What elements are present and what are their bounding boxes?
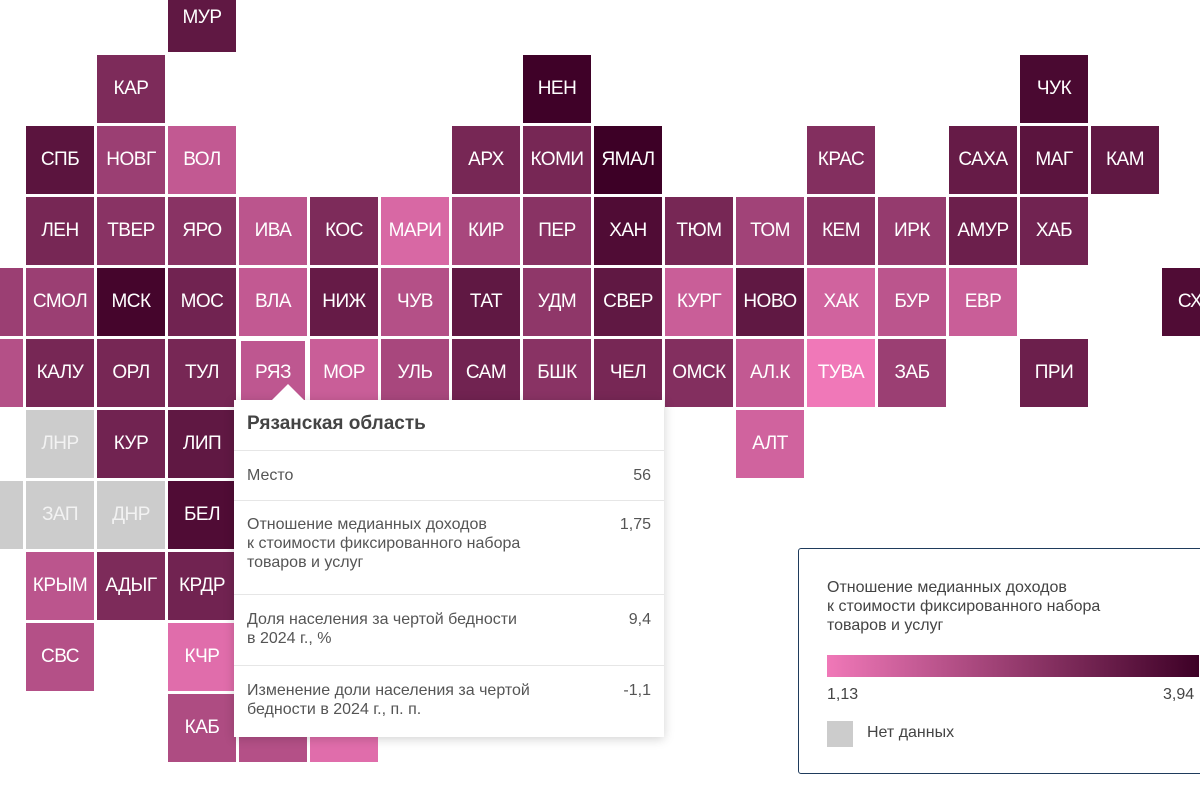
region-tile[interactable]: ОРЛ <box>97 339 165 407</box>
legend-no-data-swatch <box>827 721 853 747</box>
region-tile[interactable]: АМУР <box>949 197 1017 265</box>
region-tile[interactable]: НЕН <box>523 55 591 123</box>
region-tile[interactable]: НОВО <box>736 268 804 336</box>
legend-max-value: 3,94 <box>1163 686 1195 703</box>
region-tile[interactable]: КРЫМ <box>26 552 94 620</box>
region-tile[interactable]: АЛТ <box>736 410 804 478</box>
region-tile[interactable]: МАРИ <box>381 197 449 265</box>
region-tile[interactable]: ЯМАЛ <box>594 126 662 194</box>
region-tile[interactable]: ИРК <box>878 197 946 265</box>
region-tile[interactable]: КУР <box>97 410 165 478</box>
region-tile[interactable]: ПРИ <box>1020 339 1088 407</box>
region-tile[interactable]: МАГ <box>1020 126 1088 194</box>
region-tile[interactable]: МОР <box>310 339 378 407</box>
region-tile[interactable]: СВЕР <box>594 268 662 336</box>
region-tile[interactable]: КАБ <box>168 694 236 762</box>
tooltip-row-label: Изменение доли населения за чертой бедно… <box>247 682 530 718</box>
region-tile[interactable]: КЧР <box>168 623 236 691</box>
region-tile[interactable]: К <box>0 268 23 336</box>
region-tile[interactable]: АРХ <box>452 126 520 194</box>
region-tile[interactable]: ИВА <box>239 197 307 265</box>
region-tile[interactable]: ТУЛ <box>168 339 236 407</box>
region-tile[interactable]: КУРГ <box>665 268 733 336</box>
region-tile[interactable]: С <box>0 481 23 549</box>
legend-min-value: 1,13 <box>827 686 859 703</box>
region-tooltip: Рязанская область Место 56 Отношение мед… <box>234 384 664 737</box>
region-tile[interactable]: КАР <box>97 55 165 123</box>
region-tile[interactable]: ЕВР <box>949 268 1017 336</box>
region-tile[interactable]: СВС <box>26 623 94 691</box>
tooltip-row-label: Место <box>247 467 294 484</box>
region-tile[interactable]: ЧУК <box>1020 55 1088 123</box>
region-tile[interactable]: КАМ <box>1091 126 1159 194</box>
region-tile[interactable]: СХЛ <box>1162 268 1200 336</box>
region-tile[interactable]: СМОЛ <box>26 268 94 336</box>
tooltip-row-value: 56 <box>633 467 651 484</box>
region-tile[interactable]: КАЛУ <box>26 339 94 407</box>
tooltip-row-value: 1,75 <box>619 516 651 533</box>
region-tile[interactable]: МУР <box>168 0 236 52</box>
map-legend: Отношение медианных доходов к стоимости … <box>798 548 1200 774</box>
region-tile[interactable]: БШК <box>523 339 591 407</box>
region-tile[interactable]: ЛИП <box>168 410 236 478</box>
region-tile[interactable]: УЛЬ <box>381 339 449 407</box>
region-tile[interactable]: КРДР <box>168 552 236 620</box>
region-tile[interactable]: Я <box>0 339 23 407</box>
region-tile[interactable]: ЧУВ <box>381 268 449 336</box>
region-tile[interactable]: ЗАП <box>26 481 94 549</box>
region-tile[interactable]: УДМ <box>523 268 591 336</box>
region-tile[interactable]: ТЮМ <box>665 197 733 265</box>
region-tile[interactable]: НОВГ <box>97 126 165 194</box>
region-tile[interactable]: ПЕР <box>523 197 591 265</box>
region-tile[interactable]: ВОЛ <box>168 126 236 194</box>
region-tile[interactable]: ТВЕР <box>97 197 165 265</box>
region-tile[interactable]: МСК <box>97 268 165 336</box>
region-tile[interactable]: ХАБ <box>1020 197 1088 265</box>
region-tile[interactable]: КОМИ <box>523 126 591 194</box>
tooltip-title: Рязанская область <box>234 400 664 451</box>
region-tile[interactable]: ХАН <box>594 197 662 265</box>
region-tile[interactable]: САМ <box>452 339 520 407</box>
tooltip-pointer <box>272 384 304 400</box>
region-tile[interactable]: КИР <box>452 197 520 265</box>
tooltip-row-poverty-share: Доля населения за чертой бедности в 2024… <box>234 595 664 666</box>
tooltip-row-value: 9,4 <box>628 611 651 628</box>
legend-no-data-label: Нет данных <box>867 724 955 741</box>
region-tile[interactable]: ВЛА <box>239 268 307 336</box>
region-tile[interactable]: САХА <box>949 126 1017 194</box>
region-tile[interactable]: ХАК <box>807 268 875 336</box>
region-tile[interactable]: ЛЕН <box>26 197 94 265</box>
tooltip-row-value: -1,1 <box>623 682 651 699</box>
tooltip-row-label: Доля населения за чертой бедности в 2024… <box>247 611 517 647</box>
region-tile[interactable]: АЛ.К <box>736 339 804 407</box>
region-tile[interactable]: ЯРО <box>168 197 236 265</box>
region-tile[interactable]: КОС <box>310 197 378 265</box>
region-tile[interactable]: БЕЛ <box>168 481 236 549</box>
region-tile[interactable]: НИЖ <box>310 268 378 336</box>
region-tile[interactable]: МОС <box>168 268 236 336</box>
region-tile[interactable]: ТОМ <box>736 197 804 265</box>
legend-color-scale <box>827 655 1199 677</box>
region-tile[interactable]: БУР <box>878 268 946 336</box>
region-tile[interactable]: ОМСК <box>665 339 733 407</box>
tooltip-row-income-ratio: Отношение медианных доходов к стоимости … <box>234 501 664 595</box>
region-tile[interactable]: КЕМ <box>807 197 875 265</box>
legend-title: Отношение медианных доходов к стоимости … <box>827 579 1101 634</box>
region-tile[interactable]: ТАТ <box>452 268 520 336</box>
tooltip-row-poverty-change: Изменение доли населения за чертой бедно… <box>234 666 664 736</box>
region-tile[interactable]: КРАС <box>807 126 875 194</box>
region-tile[interactable]: ДНР <box>97 481 165 549</box>
region-tile[interactable]: СПБ <box>26 126 94 194</box>
tooltip-row-label: Отношение медианных доходов к стоимости … <box>247 516 521 571</box>
region-tile[interactable]: АДЫГ <box>97 552 165 620</box>
region-tile[interactable]: ЧЕЛ <box>594 339 662 407</box>
region-tile[interactable]: ЛНР <box>26 410 94 478</box>
region-tile[interactable]: ЗАБ <box>878 339 946 407</box>
tooltip-row-rank: Место 56 <box>234 451 664 501</box>
region-tile[interactable]: ТУВА <box>807 339 875 407</box>
